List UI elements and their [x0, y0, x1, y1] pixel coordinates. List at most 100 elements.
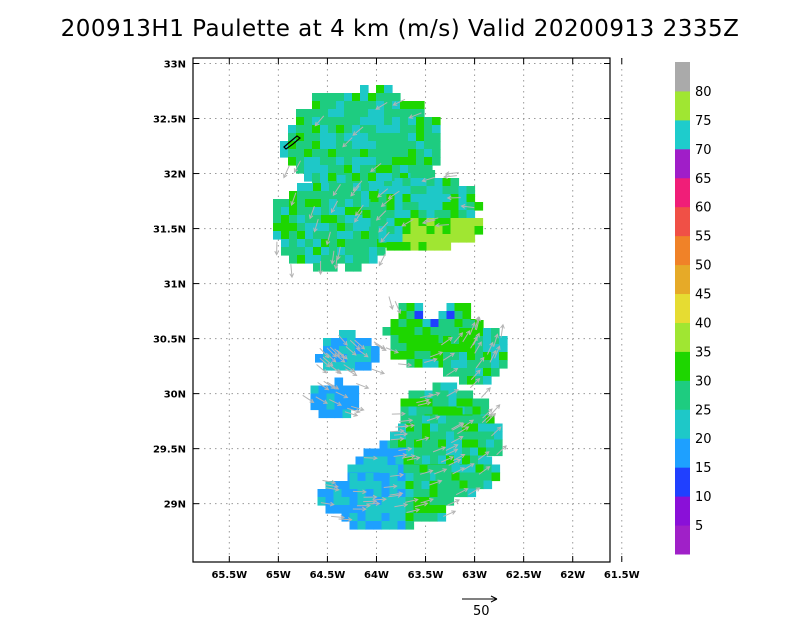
- wind-vector-head: [350, 191, 355, 197]
- wind-speed-cell: [467, 352, 476, 361]
- wind-speed-cell: [313, 183, 322, 192]
- wind-speed-cell: [413, 497, 423, 506]
- wind-speed-cell: [289, 223, 298, 232]
- wind-speed-cell: [297, 223, 306, 232]
- wind-speed-cell: [422, 423, 431, 433]
- wind-speed-cell: [313, 215, 322, 224]
- wind-speed-cell: [344, 133, 353, 142]
- wind-speed-cell: [402, 218, 412, 227]
- wind-speed-cell: [331, 362, 340, 371]
- wind-speed-cell: [422, 447, 431, 457]
- wind-vector: [457, 426, 469, 435]
- colorbar-segment: [675, 380, 690, 410]
- wind-speed-cell: [434, 242, 444, 251]
- wind-vector: [486, 342, 494, 355]
- wind-speed-cell: [342, 385, 352, 395]
- wind-vector-head: [428, 469, 434, 474]
- wind-speed-cell: [446, 455, 455, 465]
- wind-vector: [294, 160, 301, 173]
- wind-speed-cell: [475, 328, 484, 337]
- wind-speed-cell: [472, 406, 482, 416]
- wind-vector: [371, 368, 385, 374]
- wind-speed-cell: [320, 157, 329, 166]
- wind-speed-cell: [411, 464, 421, 474]
- wind-vector: [336, 349, 348, 360]
- wind-vector: [331, 200, 339, 213]
- wind-speed-cell: [320, 173, 329, 182]
- wind-speed-cell: [312, 173, 321, 182]
- wind-speed-cell: [368, 93, 377, 102]
- wind-vector: [445, 172, 459, 175]
- wind-speed-cell: [312, 109, 321, 118]
- wind-speed-cell: [483, 456, 493, 466]
- wind-speed-cell: [297, 231, 306, 240]
- wind-speed-cell: [456, 398, 466, 408]
- wind-speed-cell: [450, 218, 460, 227]
- wind-vector: [329, 346, 340, 357]
- wind-vector-head: [343, 393, 349, 399]
- wind-vector: [372, 498, 386, 501]
- wind-speed-cell: [454, 311, 464, 320]
- wind-speed-cell: [384, 149, 393, 158]
- wind-vector-head: [401, 411, 406, 417]
- wind-vector: [448, 459, 461, 466]
- wind-speed-cell: [467, 368, 476, 377]
- wind-speed-cell: [360, 133, 369, 142]
- wind-vector-head: [475, 487, 481, 492]
- wind-speed-cell: [435, 464, 445, 474]
- wind-speed-cell: [499, 336, 508, 345]
- wind-speed-cell: [352, 141, 361, 150]
- wind-speed-cell: [288, 125, 297, 134]
- wind-speed-cell: [353, 207, 362, 216]
- wind-speed-cell: [321, 247, 330, 256]
- wind-speed-cell: [305, 191, 314, 200]
- wind-vector: [390, 474, 404, 477]
- wind-speed-cell: [353, 263, 362, 272]
- wind-speed-cell: [369, 183, 378, 192]
- wind-speed-cell: [422, 343, 432, 352]
- wind-speed-cell: [429, 481, 439, 490]
- wind-speed-cell: [386, 218, 396, 227]
- wind-vector: [352, 180, 363, 191]
- wind-speed-cell: [384, 157, 393, 166]
- wind-speed-cell: [450, 226, 460, 235]
- wind-vector-head: [337, 401, 343, 406]
- wind-speed-cell: [310, 393, 320, 403]
- wind-vector: [389, 492, 403, 496]
- wind-speed-cell: [397, 497, 407, 506]
- wind-speed-cell: [418, 186, 428, 195]
- wind-speed-cell: [429, 489, 439, 498]
- wind-speed-cell: [491, 344, 500, 353]
- wind-vector: [401, 424, 415, 428]
- wind-speed-cell: [435, 472, 445, 482]
- wind-vector-head: [314, 121, 320, 127]
- wind-speed-cell: [334, 385, 344, 395]
- wind-speed-cell: [464, 406, 474, 416]
- wind-speed-cell: [336, 157, 345, 166]
- wind-speed-cell: [450, 234, 460, 243]
- wind-speed-cell: [347, 362, 356, 371]
- wind-speed-cell: [352, 93, 361, 102]
- wind-speed-cell: [381, 481, 391, 490]
- wind-speed-cell: [499, 344, 508, 353]
- wind-speed-cell: [378, 234, 388, 243]
- wind-speed-cell: [462, 303, 472, 312]
- wind-speed-cell: [347, 346, 356, 355]
- wind-vector: [462, 463, 475, 471]
- reference-vector: 50: [462, 595, 498, 618]
- wind-vector: [462, 419, 474, 428]
- wind-speed-cell: [418, 210, 428, 219]
- wind-speed-cell: [416, 133, 425, 142]
- wind-vector: [425, 217, 439, 222]
- wind-speed-cell: [442, 186, 452, 195]
- wind-speed-cell: [458, 186, 468, 195]
- x-tick-label: 65W: [266, 570, 291, 581]
- wind-vector-head: [396, 309, 402, 315]
- colorbar-segment: [675, 438, 690, 468]
- wind-speed-cell: [405, 489, 415, 498]
- wind-speed-cell: [400, 149, 409, 158]
- wind-speed-cell: [313, 239, 322, 248]
- x-tick-label: 61.5W: [604, 570, 640, 581]
- wind-speed-cell: [416, 141, 425, 150]
- wind-speed-cell: [394, 242, 404, 251]
